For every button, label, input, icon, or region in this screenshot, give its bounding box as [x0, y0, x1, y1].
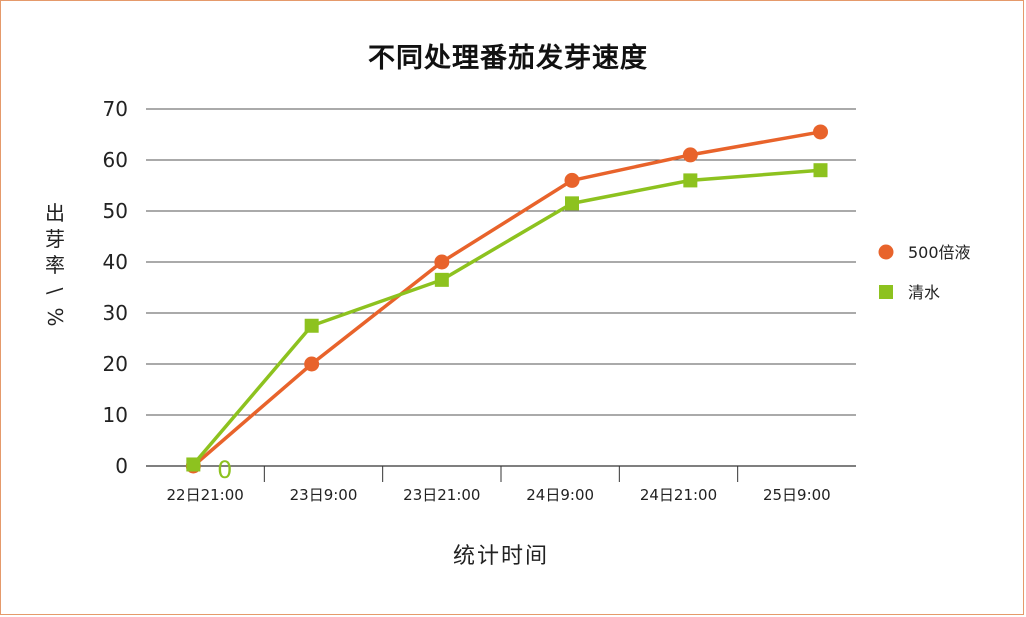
- y-axis-label-char: 芽: [45, 227, 65, 251]
- y-axis-label-char: 率: [45, 253, 65, 277]
- legend-marker-1: [879, 285, 893, 299]
- data-point-0: [564, 172, 580, 188]
- y-axis-label-char: 出: [45, 201, 65, 225]
- y-tick-label: 20: [103, 352, 128, 376]
- y-tick-label: 0: [115, 454, 128, 478]
- x-tick-label: 24日9:00: [526, 486, 594, 504]
- series-line-1: [192, 168, 821, 466]
- y-tick-label: 10: [103, 403, 128, 427]
- y-tick-label: 40: [103, 250, 128, 274]
- data-point-1: [304, 318, 319, 333]
- data-point-0: [813, 124, 828, 140]
- data-point-1: [683, 173, 698, 188]
- y-tick-label: 60: [103, 148, 128, 172]
- data-point-1: [434, 272, 449, 287]
- x-tick-label: 24日21:00: [640, 486, 717, 504]
- x-axis-label: 统计时间: [452, 544, 549, 569]
- y-tick-label: 50: [103, 199, 128, 223]
- x-tick-label: 22日21:00: [167, 486, 244, 504]
- legend-label-1: 清水: [908, 283, 940, 302]
- x-tick-label: 23日21:00: [403, 486, 480, 504]
- chart-title: 不同处理番茄发芽速度: [368, 43, 648, 74]
- data-point-0: [304, 356, 320, 372]
- data-point-0: [682, 147, 698, 163]
- data-point-0: [434, 254, 450, 270]
- data-annotation: 0: [217, 456, 232, 484]
- data-point-1: [813, 163, 828, 178]
- data-point-1: [186, 457, 201, 472]
- y-tick-label: 70: [103, 97, 128, 121]
- legend-marker-0: [878, 244, 894, 260]
- y-axis-label: 出芽率 \%: [40, 200, 70, 330]
- series-line-0: [192, 130, 821, 468]
- y-tick-label: 30: [103, 301, 128, 325]
- x-tick-label: 23日9:00: [290, 486, 358, 504]
- legend-label-0: 500倍液: [908, 243, 971, 262]
- x-tick-label: 25日9:00: [763, 486, 831, 504]
- data-point-1: [565, 196, 579, 211]
